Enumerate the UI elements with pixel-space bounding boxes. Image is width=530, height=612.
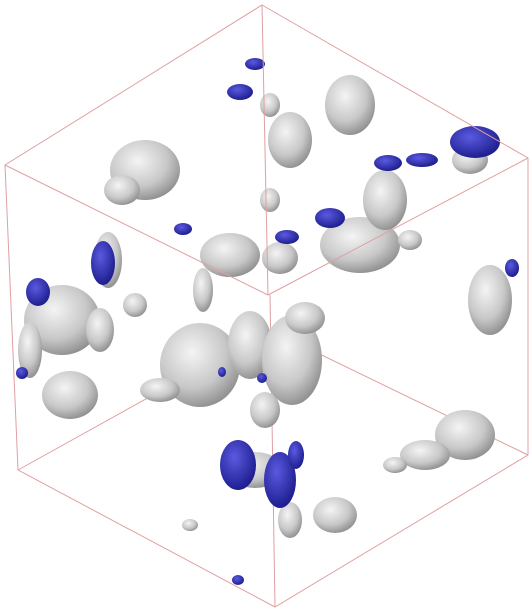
particle [450, 126, 500, 158]
particle [86, 308, 114, 352]
particle [315, 208, 345, 228]
particle [193, 268, 213, 312]
particle [275, 230, 299, 244]
particle [123, 293, 147, 317]
render-view [0, 0, 530, 612]
particle [374, 155, 402, 171]
particle [288, 441, 304, 469]
particle [268, 112, 312, 168]
particle [406, 153, 438, 167]
particle [468, 265, 512, 335]
particle [227, 84, 253, 100]
particle [220, 440, 256, 490]
particle [398, 230, 422, 250]
particle [218, 367, 226, 377]
particle [140, 378, 180, 402]
particle [260, 188, 280, 212]
particle [91, 241, 115, 285]
particle [325, 75, 375, 135]
particle [400, 440, 450, 470]
particle [245, 58, 265, 70]
particle [200, 233, 260, 277]
particle [383, 457, 407, 473]
particle [250, 392, 280, 428]
particle [257, 373, 267, 383]
particle [313, 497, 357, 533]
particle [42, 371, 98, 419]
particle [232, 575, 244, 585]
particle [182, 519, 198, 531]
particle [285, 302, 325, 334]
particle [363, 170, 407, 230]
particle [260, 93, 280, 117]
page [0, 0, 530, 612]
particle [16, 367, 28, 379]
particle [26, 278, 50, 306]
particle [505, 259, 519, 277]
particle [104, 175, 140, 205]
particle [174, 223, 192, 235]
